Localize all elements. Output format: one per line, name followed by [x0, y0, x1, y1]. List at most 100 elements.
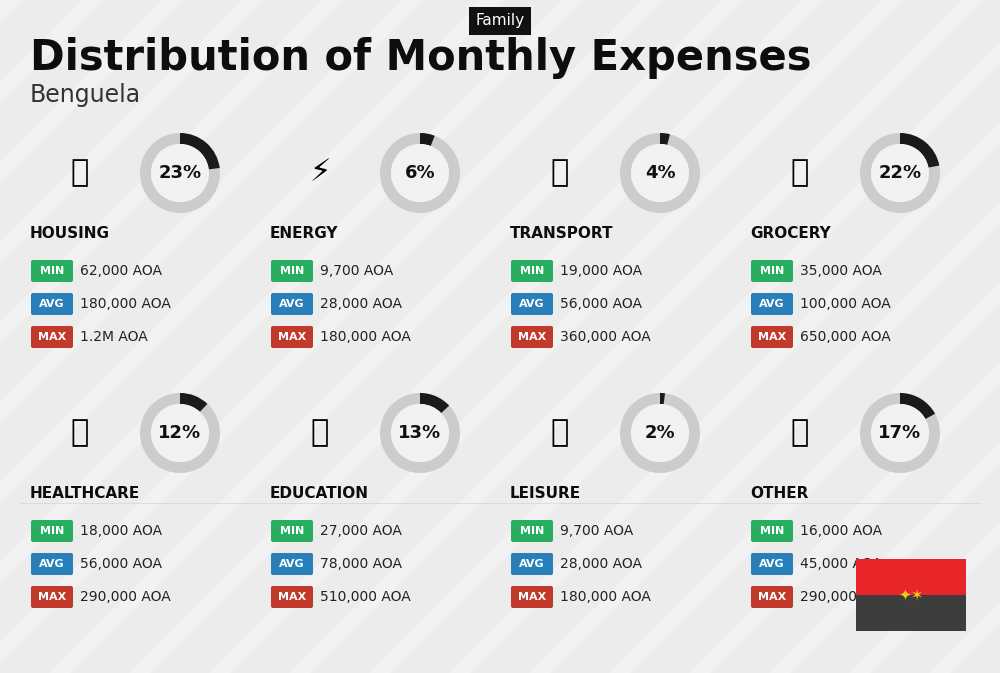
- Wedge shape: [140, 133, 220, 213]
- Wedge shape: [860, 133, 940, 213]
- Text: AVG: AVG: [759, 559, 785, 569]
- FancyBboxPatch shape: [31, 520, 73, 542]
- Circle shape: [151, 404, 209, 462]
- Text: MAX: MAX: [38, 332, 66, 342]
- Text: MIN: MIN: [40, 526, 64, 536]
- Text: 28,000 AOA: 28,000 AOA: [320, 297, 402, 311]
- Text: 🏥: 🏥: [71, 419, 89, 448]
- FancyBboxPatch shape: [511, 260, 553, 282]
- FancyBboxPatch shape: [751, 586, 793, 608]
- Circle shape: [391, 404, 449, 462]
- Circle shape: [871, 144, 929, 202]
- Wedge shape: [900, 393, 935, 419]
- FancyBboxPatch shape: [31, 553, 73, 575]
- Text: 45,000 AOA: 45,000 AOA: [800, 557, 882, 571]
- Text: 56,000 AOA: 56,000 AOA: [560, 297, 642, 311]
- Text: 19,000 AOA: 19,000 AOA: [560, 264, 642, 278]
- Text: 13%: 13%: [398, 424, 442, 442]
- Wedge shape: [180, 133, 220, 170]
- Text: 18,000 AOA: 18,000 AOA: [80, 524, 162, 538]
- FancyBboxPatch shape: [511, 326, 553, 348]
- Text: Benguela: Benguela: [30, 83, 141, 107]
- FancyBboxPatch shape: [271, 326, 313, 348]
- FancyBboxPatch shape: [31, 260, 73, 282]
- Text: 16,000 AOA: 16,000 AOA: [800, 524, 882, 538]
- FancyBboxPatch shape: [751, 553, 793, 575]
- Text: ENERGY: ENERGY: [270, 225, 338, 240]
- Text: AVG: AVG: [759, 299, 785, 309]
- Text: AVG: AVG: [39, 299, 65, 309]
- Text: 290,000 AOA: 290,000 AOA: [80, 590, 171, 604]
- Text: 510,000 AOA: 510,000 AOA: [320, 590, 411, 604]
- Text: 🎓: 🎓: [311, 419, 329, 448]
- Text: 2%: 2%: [645, 424, 675, 442]
- Text: GROCERY: GROCERY: [750, 225, 831, 240]
- Text: MIN: MIN: [40, 266, 64, 276]
- Bar: [856, 595, 966, 631]
- Text: ✦✶: ✦✶: [898, 588, 924, 602]
- FancyBboxPatch shape: [511, 293, 553, 315]
- Text: 🚌: 🚌: [551, 159, 569, 188]
- Text: EDUCATION: EDUCATION: [270, 485, 369, 501]
- Wedge shape: [420, 133, 435, 146]
- Text: MAX: MAX: [278, 332, 306, 342]
- Text: 22%: 22%: [878, 164, 922, 182]
- FancyBboxPatch shape: [751, 293, 793, 315]
- Text: 9,700 AOA: 9,700 AOA: [560, 524, 633, 538]
- Text: MAX: MAX: [38, 592, 66, 602]
- Text: MAX: MAX: [278, 592, 306, 602]
- Wedge shape: [140, 393, 220, 473]
- Bar: [856, 559, 966, 595]
- Text: 🛒: 🛒: [791, 159, 809, 188]
- Text: 12%: 12%: [158, 424, 202, 442]
- Wedge shape: [620, 133, 700, 213]
- Text: 💰: 💰: [791, 419, 809, 448]
- Text: Family: Family: [475, 13, 525, 28]
- Text: LEISURE: LEISURE: [510, 485, 581, 501]
- Circle shape: [631, 144, 689, 202]
- Text: MAX: MAX: [758, 332, 786, 342]
- Circle shape: [871, 404, 929, 462]
- Text: AVG: AVG: [279, 559, 305, 569]
- Text: ⚡: ⚡: [309, 159, 331, 188]
- Text: 28,000 AOA: 28,000 AOA: [560, 557, 642, 571]
- Text: AVG: AVG: [279, 299, 305, 309]
- Text: 23%: 23%: [158, 164, 202, 182]
- FancyBboxPatch shape: [271, 520, 313, 542]
- Circle shape: [631, 404, 689, 462]
- Wedge shape: [860, 393, 940, 473]
- Text: MIN: MIN: [280, 526, 304, 536]
- FancyBboxPatch shape: [271, 586, 313, 608]
- FancyBboxPatch shape: [31, 586, 73, 608]
- Text: MAX: MAX: [758, 592, 786, 602]
- Text: 6%: 6%: [405, 164, 435, 182]
- FancyBboxPatch shape: [751, 326, 793, 348]
- Wedge shape: [380, 133, 460, 213]
- Text: 100,000 AOA: 100,000 AOA: [800, 297, 891, 311]
- FancyBboxPatch shape: [511, 520, 553, 542]
- Text: 27,000 AOA: 27,000 AOA: [320, 524, 402, 538]
- Text: AVG: AVG: [39, 559, 65, 569]
- Text: MIN: MIN: [760, 266, 784, 276]
- Text: 🛍️: 🛍️: [551, 419, 569, 448]
- Text: AVG: AVG: [519, 299, 545, 309]
- Text: 1.2M AOA: 1.2M AOA: [80, 330, 148, 344]
- Text: AVG: AVG: [519, 559, 545, 569]
- FancyBboxPatch shape: [271, 553, 313, 575]
- Text: MIN: MIN: [520, 266, 544, 276]
- FancyBboxPatch shape: [511, 553, 553, 575]
- Text: MIN: MIN: [760, 526, 784, 536]
- Wedge shape: [660, 133, 670, 145]
- Text: MAX: MAX: [518, 592, 546, 602]
- Text: 17%: 17%: [878, 424, 922, 442]
- Text: 360,000 AOA: 360,000 AOA: [560, 330, 651, 344]
- Text: 78,000 AOA: 78,000 AOA: [320, 557, 402, 571]
- Text: 290,000 AOA: 290,000 AOA: [800, 590, 891, 604]
- Text: OTHER: OTHER: [750, 485, 808, 501]
- Text: 35,000 AOA: 35,000 AOA: [800, 264, 882, 278]
- Text: TRANSPORT: TRANSPORT: [510, 225, 614, 240]
- FancyBboxPatch shape: [271, 293, 313, 315]
- FancyBboxPatch shape: [31, 293, 73, 315]
- Text: HEALTHCARE: HEALTHCARE: [30, 485, 140, 501]
- Text: 180,000 AOA: 180,000 AOA: [560, 590, 651, 604]
